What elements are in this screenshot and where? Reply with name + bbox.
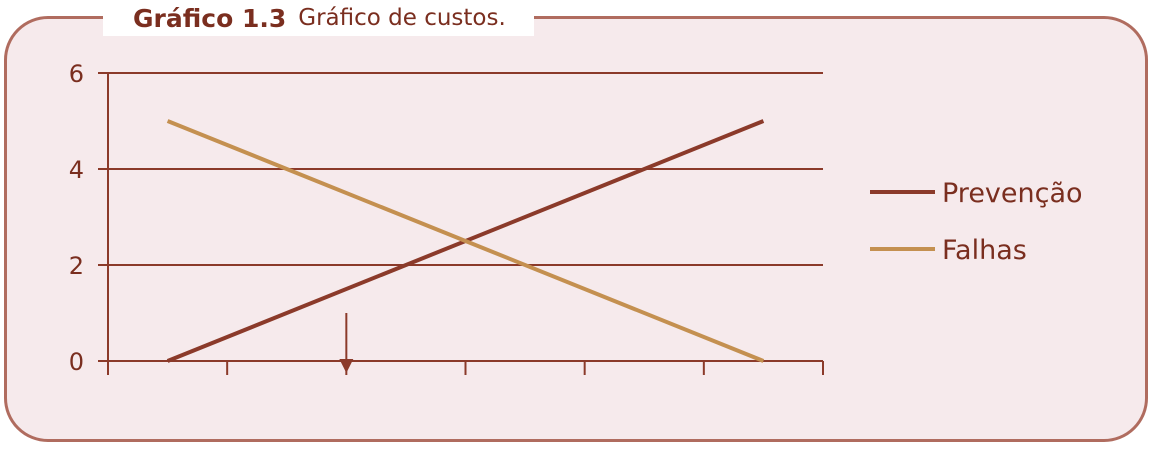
series-lines [166, 119, 765, 363]
y-tick-labels: 0 2 4 6 [69, 60, 84, 376]
y-tick-label: 4 [69, 156, 84, 184]
legend: Prevenção Falhas [870, 178, 1083, 266]
series-line-falhas [166, 119, 765, 363]
chart-header: Gráfico 1.3 Gráfico de custos. [103, 0, 534, 36]
legend-label-prevencao: Prevenção [942, 178, 1083, 209]
axes [107, 73, 824, 375]
y-tick-label: 6 [69, 60, 84, 88]
legend-label-falhas: Falhas [942, 235, 1027, 266]
chart-frame [4, 16, 1148, 442]
y-tick-label: 0 [69, 348, 84, 376]
annotation-arrow [339, 313, 354, 373]
figure-label: Gráfico 1.3 [133, 3, 287, 33]
y-tick-label: 2 [69, 252, 84, 280]
arrow-head [339, 359, 354, 373]
grid-lines [98, 72, 823, 362]
chart-title: Gráfico de custos. [298, 5, 506, 31]
